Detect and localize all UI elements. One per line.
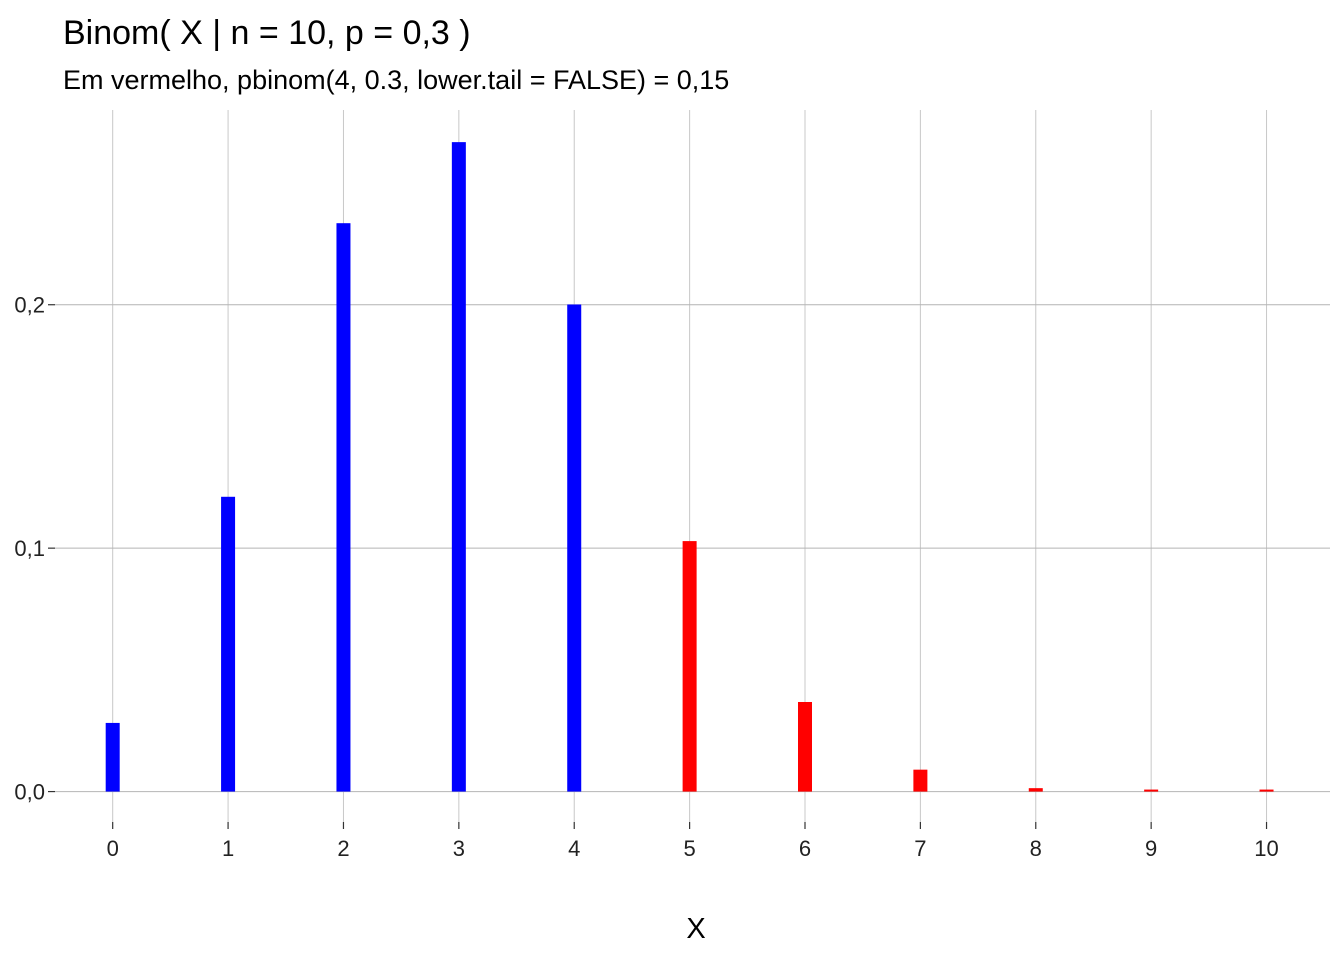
x-tick-label-10: 10 <box>1254 836 1278 861</box>
x-axis-label: X <box>686 913 705 945</box>
bars-layer <box>105 142 1274 792</box>
chart-subtitle: Em vermelho, pbinom(4, 0.3, lower.tail =… <box>63 65 729 95</box>
bar-x-10 <box>1259 789 1274 792</box>
x-tick-label-3: 3 <box>453 836 465 861</box>
bar-x-0 <box>105 722 120 792</box>
bar-x-2 <box>336 223 351 792</box>
y-axis-ticks: 0,0 0,1 0,2 <box>14 293 55 805</box>
bar-x-6 <box>798 701 812 792</box>
bar-x-5 <box>682 541 697 792</box>
chart-title: Binom( X | n = 10, p = 0,3 ) <box>63 14 471 52</box>
x-tick-label-5: 5 <box>683 836 695 861</box>
bar-x-9 <box>1144 789 1159 792</box>
bar-x-4 <box>567 304 582 792</box>
bar-x-8 <box>1028 788 1043 792</box>
x-tick-label-2: 2 <box>337 836 349 861</box>
bar-x-1 <box>221 496 236 792</box>
x-tick-label-8: 8 <box>1030 836 1042 861</box>
x-tick-label-1: 1 <box>222 836 234 861</box>
x-tick-label-7: 7 <box>914 836 926 861</box>
y-tick-label-2: 0,2 <box>14 293 45 318</box>
bar-x-3 <box>451 142 466 792</box>
x-tick-label-4: 4 <box>568 836 580 861</box>
x-tick-label-9: 9 <box>1145 836 1157 861</box>
y-tick-label-0: 0,0 <box>14 780 45 805</box>
x-axis-ticks: 0 1 2 3 4 5 6 7 8 9 10 <box>107 822 1279 861</box>
bar-x-7 <box>913 769 928 792</box>
x-tick-label-0: 0 <box>107 836 119 861</box>
x-tick-label-6: 6 <box>799 836 811 861</box>
y-tick-label-1: 0,1 <box>14 536 45 561</box>
